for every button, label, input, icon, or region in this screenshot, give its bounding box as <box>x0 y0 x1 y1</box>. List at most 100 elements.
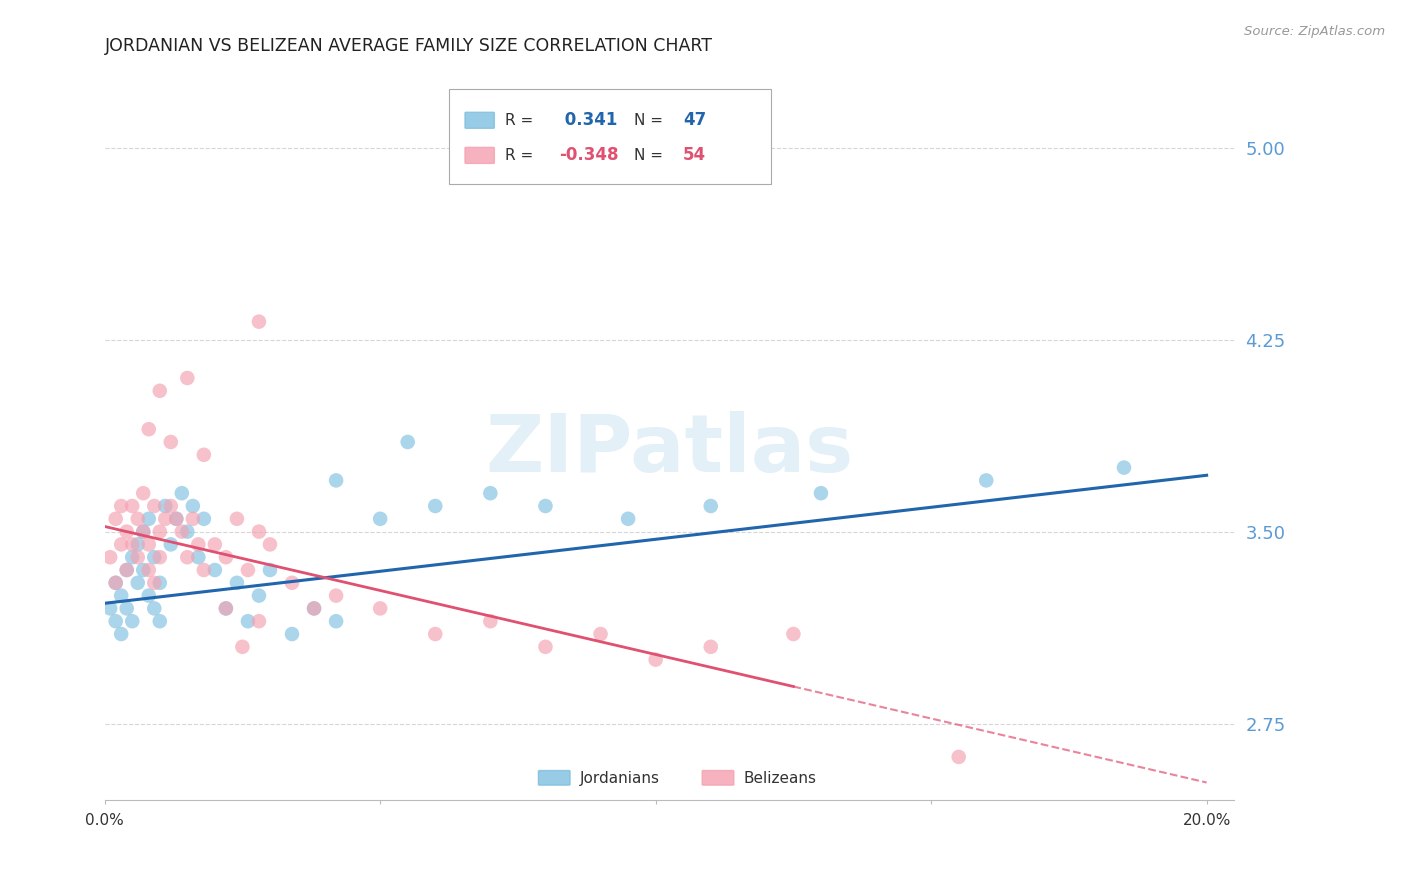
Point <box>700 640 723 654</box>
Point <box>325 474 347 488</box>
Point <box>204 563 226 577</box>
Point <box>165 512 187 526</box>
Point <box>115 524 138 539</box>
Point <box>110 589 132 603</box>
FancyBboxPatch shape <box>465 147 495 163</box>
Point <box>138 512 160 526</box>
Point <box>104 614 127 628</box>
FancyBboxPatch shape <box>449 89 770 184</box>
Point <box>149 550 172 565</box>
Point <box>236 563 259 577</box>
Point <box>325 589 347 603</box>
Point <box>143 550 166 565</box>
Point <box>396 435 419 450</box>
Point <box>204 537 226 551</box>
Point <box>302 601 325 615</box>
Point <box>149 575 172 590</box>
Point <box>165 512 187 526</box>
Text: -0.348: -0.348 <box>558 146 619 164</box>
Point <box>247 524 270 539</box>
Point <box>170 486 193 500</box>
Point <box>132 563 155 577</box>
Point <box>810 486 832 500</box>
Point <box>104 575 127 590</box>
FancyBboxPatch shape <box>702 771 734 785</box>
Point <box>534 499 557 513</box>
Point <box>225 575 247 590</box>
Point <box>225 512 247 526</box>
Point <box>132 524 155 539</box>
Text: N =: N = <box>634 148 664 163</box>
Point <box>155 499 177 513</box>
Point <box>132 486 155 500</box>
Text: 54: 54 <box>683 146 706 164</box>
Point <box>143 499 166 513</box>
Point <box>302 601 325 615</box>
Point <box>110 537 132 551</box>
Point <box>187 550 209 565</box>
Point <box>104 512 127 526</box>
Point <box>138 422 160 436</box>
Point <box>425 627 447 641</box>
Point <box>479 614 502 628</box>
Point <box>127 537 149 551</box>
Point <box>259 563 281 577</box>
FancyBboxPatch shape <box>465 112 495 128</box>
Point <box>425 499 447 513</box>
Point <box>368 512 391 526</box>
Point <box>121 499 143 513</box>
Point <box>115 563 138 577</box>
FancyBboxPatch shape <box>538 771 569 785</box>
Point <box>149 524 172 539</box>
Point <box>98 550 121 565</box>
Point <box>170 524 193 539</box>
Point <box>325 614 347 628</box>
Point <box>215 550 238 565</box>
Text: JORDANIAN VS BELIZEAN AVERAGE FAMILY SIZE CORRELATION CHART: JORDANIAN VS BELIZEAN AVERAGE FAMILY SIZ… <box>104 37 713 55</box>
Text: N =: N = <box>634 112 664 128</box>
Point <box>138 537 160 551</box>
Text: Belizeans: Belizeans <box>744 771 817 786</box>
Text: Source: ZipAtlas.com: Source: ZipAtlas.com <box>1244 25 1385 38</box>
Point <box>215 601 238 615</box>
Point <box>281 575 304 590</box>
Point <box>149 614 172 628</box>
Point <box>193 563 215 577</box>
Point <box>215 601 238 615</box>
Point <box>187 537 209 551</box>
Point <box>176 550 198 565</box>
Point <box>98 601 121 615</box>
Point <box>127 512 149 526</box>
Point <box>231 640 253 654</box>
Point <box>149 384 172 398</box>
Point <box>534 640 557 654</box>
Point <box>644 652 666 666</box>
Point <box>700 499 723 513</box>
Point <box>181 499 204 513</box>
Point <box>247 614 270 628</box>
Point <box>143 601 166 615</box>
Point <box>247 589 270 603</box>
Point <box>159 435 181 450</box>
Point <box>259 537 281 551</box>
Text: R =: R = <box>505 148 533 163</box>
Point <box>479 486 502 500</box>
Point <box>155 512 177 526</box>
Point <box>974 474 997 488</box>
Point <box>127 575 149 590</box>
Point <box>193 512 215 526</box>
Text: Jordanians: Jordanians <box>581 771 661 786</box>
Point <box>589 627 612 641</box>
Point <box>176 524 198 539</box>
Point <box>138 563 160 577</box>
Point <box>159 537 181 551</box>
Point <box>121 614 143 628</box>
Point <box>236 614 259 628</box>
Point <box>143 575 166 590</box>
Text: R =: R = <box>505 112 533 128</box>
Point <box>121 550 143 565</box>
Point <box>110 499 132 513</box>
Point <box>193 448 215 462</box>
Point <box>132 524 155 539</box>
Point <box>115 601 138 615</box>
